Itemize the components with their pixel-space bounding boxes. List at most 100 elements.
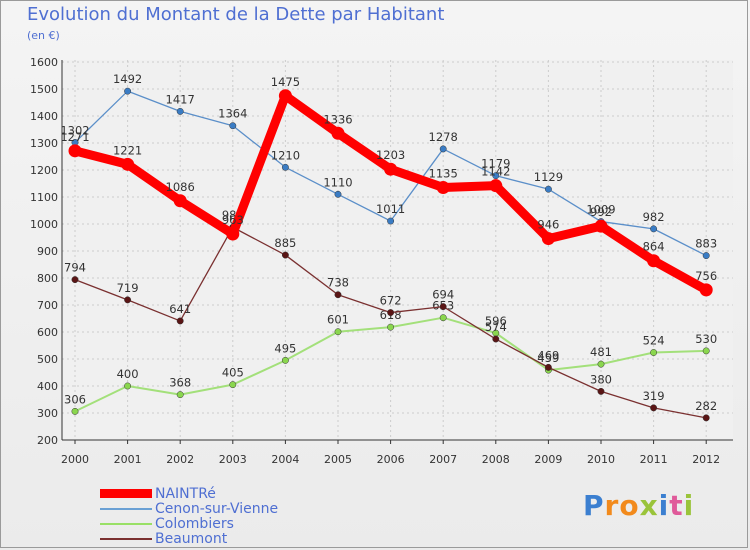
data-point-1 bbox=[229, 122, 237, 130]
legend-item-2: Colombiers bbox=[100, 516, 278, 532]
data-point-0 bbox=[647, 254, 661, 268]
data-label-0: 963 bbox=[222, 213, 244, 227]
y-tick-label: 1400 bbox=[30, 110, 58, 123]
data-point-3 bbox=[176, 317, 184, 325]
y-tick-label: 400 bbox=[37, 380, 58, 393]
data-label-0: 1135 bbox=[429, 167, 458, 181]
data-label-2: 530 bbox=[695, 332, 717, 346]
data-label-2: 481 bbox=[590, 345, 612, 359]
data-label-2: 306 bbox=[64, 392, 86, 406]
data-label-1: 1278 bbox=[429, 130, 458, 144]
data-label-1: 1417 bbox=[166, 92, 195, 106]
data-point-1 bbox=[544, 185, 552, 193]
data-point-0 bbox=[331, 126, 345, 140]
y-tick-label: 500 bbox=[37, 353, 58, 366]
plot-area bbox=[62, 60, 733, 440]
x-tick-label: 2004 bbox=[271, 453, 299, 466]
data-label-1: 1179 bbox=[481, 157, 510, 171]
y-tick-label: 1500 bbox=[30, 83, 58, 96]
data-label-3: 469 bbox=[537, 348, 559, 362]
data-point-1 bbox=[281, 163, 289, 171]
data-label-0: 1142 bbox=[481, 165, 510, 179]
data-label-3: 641 bbox=[169, 302, 191, 316]
data-point-0 bbox=[384, 162, 398, 176]
data-point-1 bbox=[334, 190, 342, 198]
data-label-3: 694 bbox=[432, 288, 454, 302]
x-tick-label: 2001 bbox=[114, 453, 142, 466]
data-point-3 bbox=[281, 251, 289, 259]
data-point-1 bbox=[650, 225, 658, 233]
data-label-3: 319 bbox=[643, 389, 665, 403]
data-point-2 bbox=[176, 391, 184, 399]
data-label-2: 400 bbox=[117, 367, 139, 381]
data-point-0 bbox=[594, 219, 608, 233]
data-point-3 bbox=[334, 291, 342, 299]
data-point-0 bbox=[68, 144, 82, 158]
y-tick-label: 1100 bbox=[30, 191, 58, 204]
legend-item-1: Cenon-sur-Vienne bbox=[100, 501, 278, 517]
logo-letter: P bbox=[583, 489, 605, 522]
chart-subtitle: (en €) bbox=[27, 29, 60, 42]
data-label-0: 1203 bbox=[376, 148, 405, 162]
x-tick-label: 2008 bbox=[482, 453, 510, 466]
logo-letter: r bbox=[604, 489, 620, 522]
data-label-1: 1302 bbox=[60, 123, 89, 137]
logo-letter: i bbox=[658, 489, 670, 522]
data-point-3 bbox=[597, 387, 605, 395]
data-label-1: 1364 bbox=[218, 107, 247, 121]
data-point-0 bbox=[699, 283, 713, 297]
data-point-1 bbox=[176, 107, 184, 115]
legend-swatch-1 bbox=[100, 507, 152, 510]
data-point-2 bbox=[334, 328, 342, 336]
y-tick-label: 1200 bbox=[30, 164, 58, 177]
data-label-2: 405 bbox=[222, 366, 244, 380]
data-point-1 bbox=[124, 87, 132, 95]
data-label-1: 1009 bbox=[586, 203, 615, 217]
data-label-0: 992 bbox=[590, 205, 612, 219]
data-label-3: 672 bbox=[380, 294, 402, 308]
data-point-0 bbox=[489, 179, 503, 193]
data-point-0 bbox=[226, 227, 240, 241]
data-point-0 bbox=[278, 89, 292, 103]
data-point-2 bbox=[597, 360, 605, 368]
data-point-1 bbox=[387, 217, 395, 225]
y-tick-label: 1000 bbox=[30, 218, 58, 231]
data-point-0 bbox=[541, 232, 555, 246]
logo-letter: x bbox=[639, 489, 659, 522]
y-tick-label: 1300 bbox=[30, 137, 58, 150]
data-label-0: 1086 bbox=[166, 180, 195, 194]
x-tick-label: 2005 bbox=[324, 453, 352, 466]
logo-letter: o bbox=[619, 489, 640, 522]
data-point-1 bbox=[702, 252, 710, 260]
legend: NAINTRé Cenon-sur-Vienne Colombiers Beau… bbox=[100, 485, 278, 547]
data-label-1: 1210 bbox=[271, 148, 300, 162]
legend-label-0: NAINTRé bbox=[155, 485, 216, 502]
x-tick-label: 2002 bbox=[166, 453, 194, 466]
y-tick-label: 300 bbox=[37, 407, 58, 420]
data-label-0: 946 bbox=[537, 218, 559, 232]
legend-item-3: Beaumont bbox=[100, 530, 278, 547]
data-point-0 bbox=[121, 157, 135, 171]
proxiti-logo: Proxiti bbox=[583, 489, 694, 522]
data-label-3: 380 bbox=[590, 372, 612, 386]
x-tick-label: 2007 bbox=[429, 453, 457, 466]
data-label-2: 495 bbox=[274, 341, 296, 355]
data-label-0: 1475 bbox=[271, 75, 300, 89]
legend-label-3: Beaumont bbox=[155, 530, 228, 547]
data-point-2 bbox=[124, 382, 132, 390]
x-tick-label: 2010 bbox=[587, 453, 615, 466]
data-point-0 bbox=[173, 194, 187, 208]
logo-letter: i bbox=[683, 489, 695, 522]
data-label-3: 719 bbox=[117, 281, 139, 295]
legend-swatch-0 bbox=[100, 489, 152, 498]
y-tick-label: 700 bbox=[37, 299, 58, 312]
data-point-2 bbox=[650, 349, 658, 356]
x-tick-label: 2003 bbox=[219, 453, 247, 466]
data-point-1 bbox=[439, 145, 447, 153]
data-point-3 bbox=[702, 414, 710, 422]
data-point-3 bbox=[650, 404, 658, 412]
data-point-2 bbox=[387, 323, 395, 331]
data-label-1: 1011 bbox=[376, 202, 405, 216]
x-tick-label: 2000 bbox=[61, 453, 89, 466]
